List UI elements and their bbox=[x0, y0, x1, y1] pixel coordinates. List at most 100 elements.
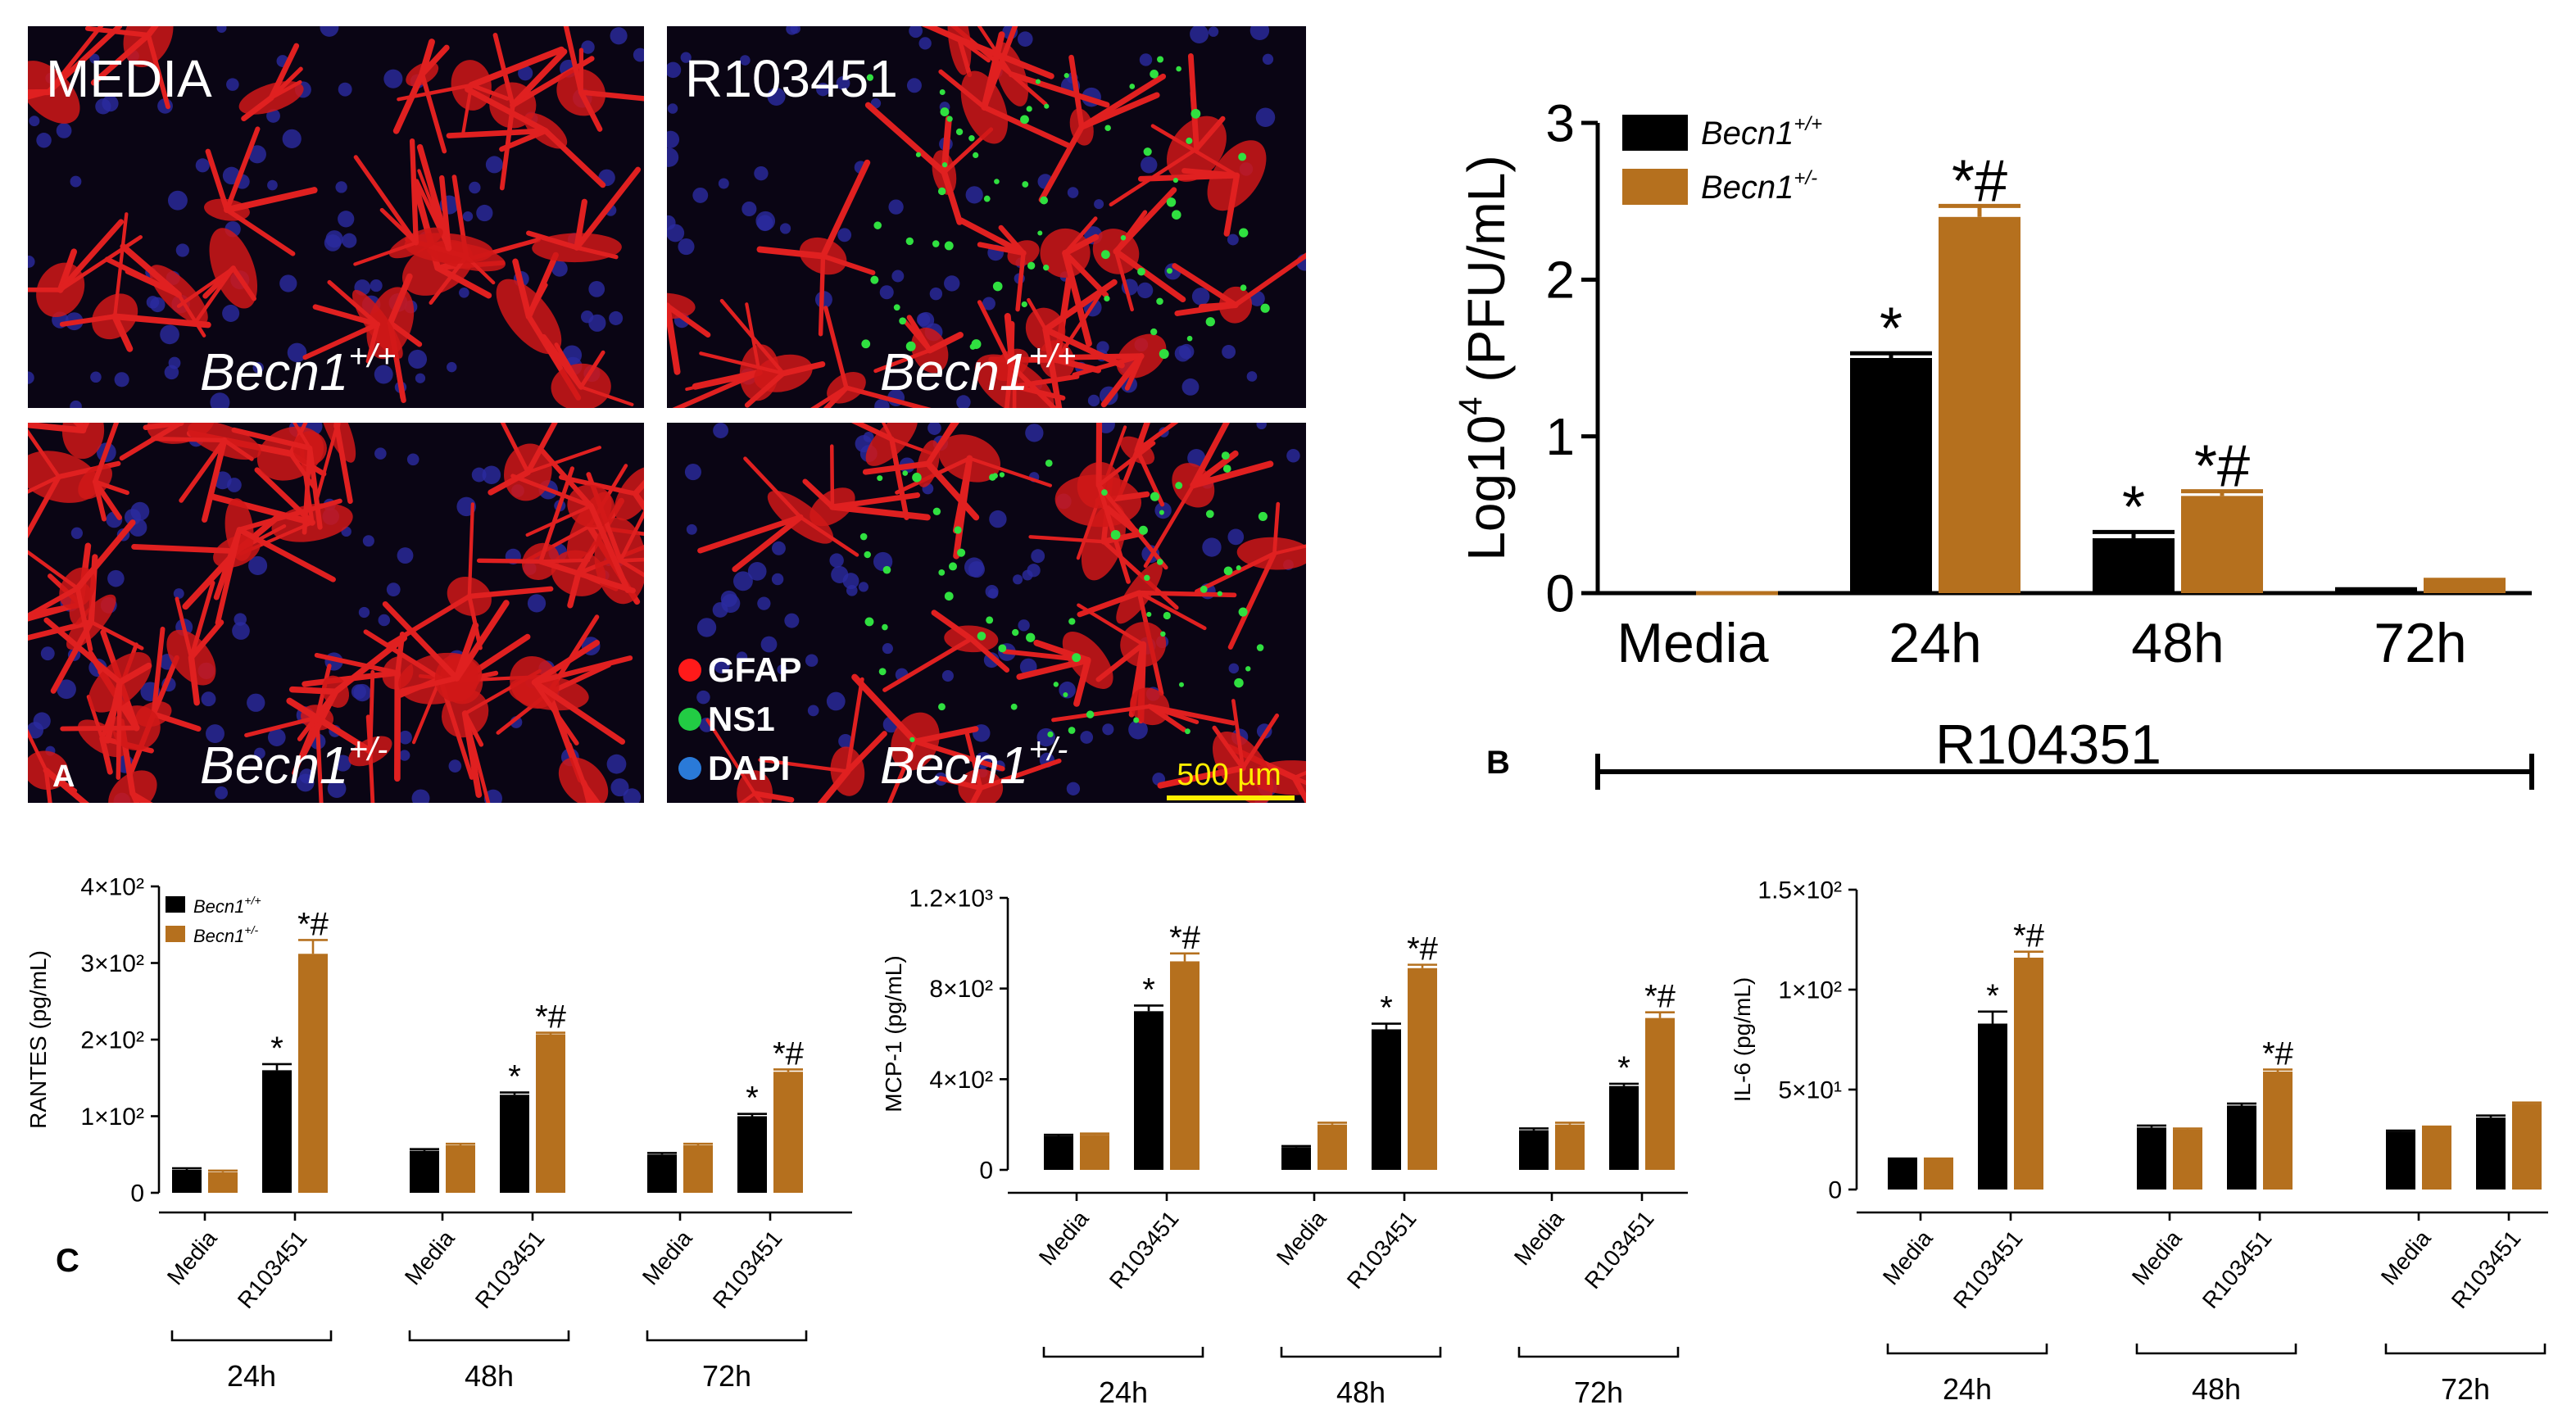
process bbox=[968, 636, 1010, 673]
nucleus bbox=[70, 400, 82, 408]
process bbox=[213, 527, 243, 600]
nucleus bbox=[588, 314, 606, 332]
genotype-label: Becn1+/- bbox=[200, 732, 388, 795]
ns1-dot bbox=[1020, 115, 1029, 125]
legend-swatch bbox=[1622, 115, 1688, 151]
nucleus bbox=[551, 261, 568, 277]
process bbox=[820, 253, 876, 275]
process bbox=[510, 474, 593, 509]
process bbox=[823, 306, 849, 390]
nucleus bbox=[1027, 564, 1041, 578]
nucleus bbox=[696, 690, 710, 705]
nucleus bbox=[756, 215, 773, 232]
process bbox=[476, 558, 543, 564]
nucleus bbox=[335, 181, 347, 193]
x-tick-label: Media bbox=[162, 1226, 222, 1290]
y-tick-label: 1 bbox=[1545, 407, 1575, 466]
bar bbox=[2386, 1131, 2415, 1190]
nucleus bbox=[1191, 288, 1210, 306]
process bbox=[116, 680, 123, 780]
process bbox=[751, 791, 795, 803]
process bbox=[286, 697, 374, 755]
nucleus bbox=[588, 280, 605, 297]
process bbox=[363, 629, 443, 682]
process bbox=[1292, 775, 1306, 786]
process bbox=[416, 143, 452, 252]
process bbox=[28, 550, 79, 591]
ns1-dot bbox=[1205, 510, 1214, 519]
process bbox=[850, 423, 895, 442]
nucleus bbox=[805, 654, 819, 667]
group-bracket bbox=[408, 1330, 570, 1342]
scale-bar-label: 500 µm bbox=[1177, 758, 1281, 792]
process bbox=[538, 466, 575, 564]
legend-label-sup: +/- bbox=[1794, 167, 1817, 189]
nucleus bbox=[989, 510, 1007, 528]
ns1-dot bbox=[1110, 529, 1121, 540]
nucleus bbox=[858, 582, 869, 592]
y-tick-label: 0 bbox=[1545, 564, 1575, 623]
ns1-dot bbox=[1190, 108, 1201, 119]
nucleus bbox=[667, 215, 676, 230]
ns1-dot bbox=[1040, 196, 1049, 205]
stain-label: DAPI bbox=[708, 749, 790, 787]
nucleus bbox=[247, 145, 266, 164]
ns1-dot bbox=[1035, 79, 1041, 84]
ns1-dot bbox=[1072, 653, 1082, 663]
nucleus bbox=[173, 588, 184, 600]
cells bbox=[28, 26, 644, 408]
bar bbox=[1044, 1135, 1073, 1170]
genotype-label: Becn1+/+ bbox=[200, 338, 396, 401]
significance-label: * bbox=[1986, 978, 1999, 1014]
ns1-dot bbox=[1150, 492, 1160, 501]
process bbox=[559, 474, 638, 496]
process bbox=[237, 498, 342, 532]
y-tick-label: 0 bbox=[130, 1181, 144, 1208]
ns1-dot bbox=[870, 275, 879, 284]
process bbox=[758, 758, 850, 773]
process bbox=[510, 48, 568, 109]
process bbox=[466, 586, 554, 600]
process bbox=[468, 46, 565, 88]
process bbox=[1181, 168, 1240, 179]
process bbox=[526, 283, 548, 319]
genotype-label: Becn1+/+ bbox=[880, 338, 1076, 401]
ns1-dot bbox=[1157, 56, 1164, 63]
process bbox=[1272, 544, 1306, 555]
ns1-dot bbox=[1104, 295, 1110, 302]
process bbox=[743, 456, 803, 519]
process bbox=[28, 601, 84, 622]
process bbox=[176, 266, 235, 308]
nucleus bbox=[469, 181, 481, 194]
process bbox=[111, 313, 211, 329]
ns1-dot bbox=[1150, 328, 1158, 336]
nucleus bbox=[1066, 782, 1081, 795]
nucleus bbox=[965, 186, 983, 204]
ns1-dot bbox=[938, 703, 946, 711]
ns1-dot bbox=[1101, 489, 1108, 496]
nucleus bbox=[247, 693, 265, 712]
ns1-dot bbox=[948, 562, 958, 571]
nucleus bbox=[842, 573, 859, 590]
nucleus bbox=[411, 789, 430, 803]
bar bbox=[2181, 496, 2263, 593]
nucleus bbox=[767, 87, 786, 106]
process bbox=[1223, 172, 1240, 237]
nucleus bbox=[909, 26, 923, 39]
process bbox=[465, 86, 549, 134]
process bbox=[567, 570, 582, 609]
x-tick-label: Media bbox=[1878, 1226, 1938, 1290]
bar bbox=[1372, 1029, 1401, 1170]
process bbox=[1028, 535, 1106, 544]
y-tick-label: 3 bbox=[1545, 93, 1575, 152]
process bbox=[500, 423, 530, 474]
genotype-label: Becn1+/- bbox=[880, 732, 1068, 795]
process bbox=[90, 32, 152, 86]
ns1-dot bbox=[1223, 566, 1233, 576]
x-tick-label: Media bbox=[1617, 612, 1768, 674]
nucleus bbox=[279, 274, 297, 292]
process bbox=[618, 559, 644, 578]
y-axis-label: RANTES (pg/mL) bbox=[25, 950, 51, 1129]
process bbox=[1147, 704, 1200, 724]
significance-label: *# bbox=[2194, 434, 2250, 500]
